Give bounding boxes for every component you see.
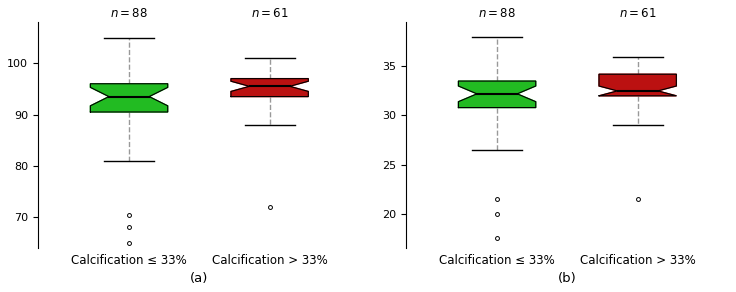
Polygon shape (91, 84, 168, 112)
Polygon shape (459, 81, 536, 107)
Text: $n = 61$: $n = 61$ (619, 7, 657, 20)
Polygon shape (599, 74, 676, 96)
Polygon shape (231, 79, 308, 97)
X-axis label: (b): (b) (558, 272, 577, 285)
Text: $n = 88$: $n = 88$ (110, 7, 148, 20)
Text: $n = 61$: $n = 61$ (251, 7, 289, 20)
X-axis label: (a): (a) (190, 272, 208, 285)
Text: $n = 88$: $n = 88$ (478, 7, 516, 20)
